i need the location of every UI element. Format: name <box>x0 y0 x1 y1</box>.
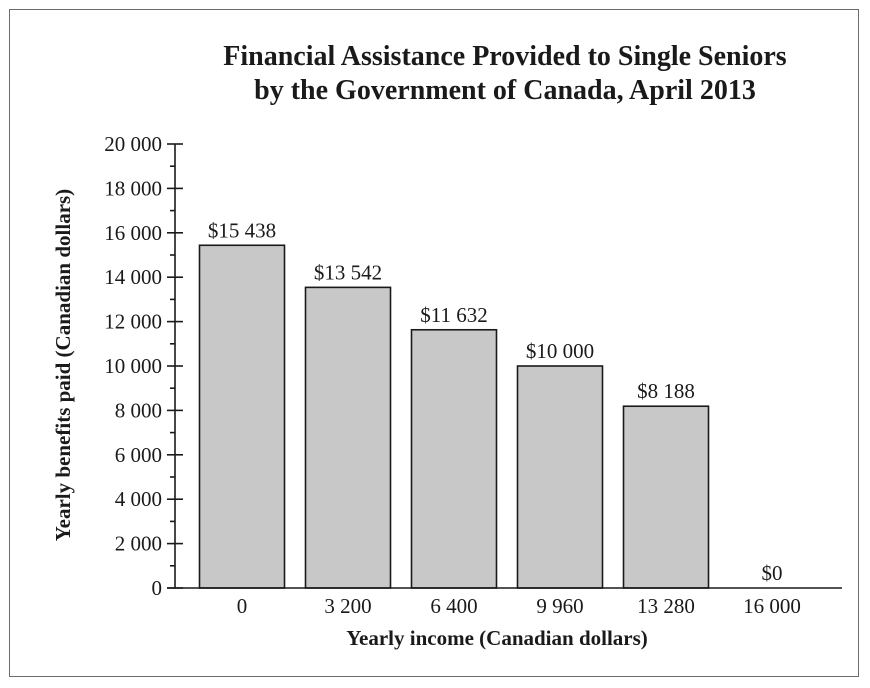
bar <box>304 286 392 589</box>
y-tick-label: 18 000 <box>104 176 162 200</box>
y-tick-label: 10 000 <box>104 354 162 378</box>
bar <box>198 244 286 589</box>
x-tick-label: 3 200 <box>324 594 371 618</box>
y-tick-label: 2 000 <box>115 532 162 556</box>
bar <box>410 328 498 589</box>
y-axis-ticks: 0 2 000 4 000 6 000 8 000 10 000 12 000 14 000 1… <box>104 132 183 600</box>
x-axis-tick-labels: 0 3 200 6 400 9 960 13 280 16 000 <box>237 594 801 618</box>
bars-group: $15 438 $13 542 $11 632 $10 000 $8 188 $0 <box>198 218 783 589</box>
x-tick-label: 13 280 <box>637 594 695 618</box>
y-tick-label: 20 000 <box>104 132 162 156</box>
x-tick-label: 9 960 <box>536 594 583 618</box>
data-label: $15 438 <box>208 218 276 242</box>
y-tick-label: 12 000 <box>104 310 162 334</box>
data-label: $0 <box>762 561 783 585</box>
data-label: $10 000 <box>526 339 594 363</box>
x-tick-label: 16 000 <box>743 594 801 618</box>
chart-title-line-1: Financial Assistance Provided to Single … <box>223 41 787 72</box>
data-label: $13 542 <box>314 260 382 284</box>
x-tick-label: 0 <box>237 594 248 618</box>
bar <box>516 365 604 589</box>
y-tick-label: 6 000 <box>115 443 162 467</box>
y-tick-label: 16 000 <box>104 221 162 245</box>
chart-title-line-2: by the Government of Canada, April 2013 <box>254 75 756 106</box>
y-tick-label: 8 000 <box>115 398 162 422</box>
bar <box>622 405 710 589</box>
x-axis-title: Yearly income (Canadian dollars) <box>346 626 648 650</box>
y-tick-label: 0 <box>152 576 163 600</box>
x-tick-label: 6 400 <box>430 594 477 618</box>
y-tick-label: 14 000 <box>104 265 162 289</box>
y-axis-title: Yearly benefits paid (Canadian dollars) <box>51 189 75 541</box>
data-label: $11 632 <box>420 303 487 327</box>
y-tick-label: 4 000 <box>115 487 162 511</box>
data-label: $8 188 <box>637 379 695 403</box>
